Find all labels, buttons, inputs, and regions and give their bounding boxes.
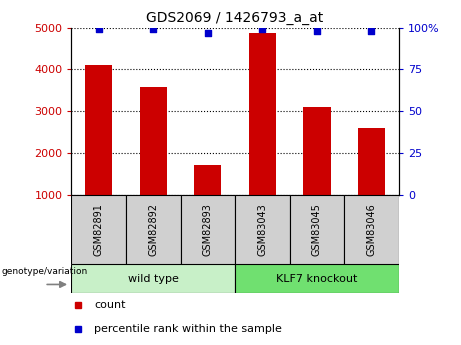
Text: GSM82892: GSM82892 (148, 203, 158, 256)
Text: wild type: wild type (128, 274, 179, 284)
Bar (303, 107, 331, 195)
Bar (140, 87, 167, 195)
Point (368, 28, 375, 34)
Bar (194, 165, 221, 195)
Bar (126, 195, 181, 264)
Bar (71, 195, 126, 264)
Point (149, 27, 157, 32)
Point (95, 27, 102, 32)
Text: GSM82891: GSM82891 (94, 203, 104, 256)
Text: GSM82893: GSM82893 (203, 203, 213, 256)
Text: count: count (95, 300, 126, 310)
Text: percentile rank within the sample: percentile rank within the sample (95, 325, 282, 334)
Bar (235, 195, 290, 264)
Bar (71, 264, 235, 293)
Text: GSM83046: GSM83046 (366, 203, 377, 256)
Bar (85, 65, 112, 195)
Text: genotype/variation: genotype/variation (1, 267, 88, 276)
Bar (358, 128, 385, 195)
Point (313, 28, 321, 34)
Point (259, 27, 266, 32)
Bar (344, 195, 399, 264)
Text: GSM83043: GSM83043 (257, 203, 267, 256)
Bar (290, 195, 344, 264)
Bar (249, 33, 276, 195)
Point (204, 30, 212, 36)
Bar (181, 195, 235, 264)
Title: GDS2069 / 1426793_a_at: GDS2069 / 1426793_a_at (147, 11, 324, 25)
Text: GSM83045: GSM83045 (312, 203, 322, 256)
Text: KLF7 knockout: KLF7 knockout (276, 274, 358, 284)
Bar (235, 264, 399, 293)
